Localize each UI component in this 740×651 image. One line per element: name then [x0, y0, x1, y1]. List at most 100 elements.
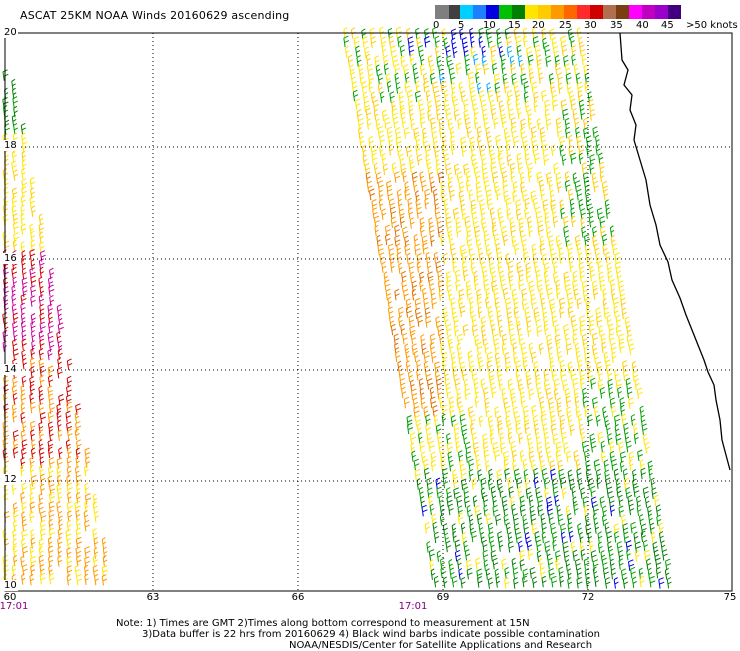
wind-barb: [532, 576, 538, 588]
wind-barb: [614, 369, 619, 381]
wind-barb: [524, 100, 530, 113]
wind-barb: [427, 100, 433, 113]
wind-barb: [463, 495, 470, 508]
wind-barb: [393, 333, 400, 345]
wind-barb: [448, 62, 455, 75]
lat-label: 20: [3, 27, 18, 38]
wind-barb: [92, 564, 99, 577]
wind-barb: [613, 468, 619, 481]
wind-barb: [447, 180, 453, 193]
wind-barb: [503, 397, 509, 409]
wind-barb: [12, 545, 18, 558]
wind-barb: [530, 459, 537, 472]
wind-barb: [47, 439, 54, 451]
wind-barb: [420, 180, 427, 192]
wind-barb: [502, 234, 509, 246]
wind-barb: [457, 505, 463, 517]
wind-barb: [571, 54, 576, 66]
wind-barb: [438, 441, 444, 453]
wind-barb: [487, 415, 494, 427]
wind-barb: [596, 207, 603, 220]
wind-barb: [640, 467, 646, 480]
wind-barb: [381, 261, 387, 273]
wind-barb: [636, 387, 643, 399]
wind-barb: [599, 386, 606, 399]
wind-barb: [432, 521, 438, 534]
wind-barb: [404, 188, 411, 201]
wind-barb: [30, 239, 36, 252]
wind-barb: [38, 393, 44, 405]
wind-barb: [413, 72, 419, 84]
wind-barb: [356, 109, 362, 121]
wind-barb: [446, 442, 453, 454]
wind-barb: [519, 225, 524, 238]
wind-barb: [480, 99, 487, 111]
wind-barb: [478, 522, 484, 535]
wind-barb: [513, 577, 519, 589]
wind-barb: [466, 559, 472, 571]
wind-barb: [574, 180, 581, 192]
wind-barb: [466, 225, 472, 238]
wind-barb: [47, 446, 54, 459]
wind-barb: [644, 441, 651, 454]
wind-barb: [414, 468, 421, 481]
wind-barb: [379, 134, 385, 147]
wind-barb: [666, 577, 672, 589]
wind-barb: [503, 514, 509, 526]
wind-barb: [480, 261, 486, 273]
wind-barb: [39, 338, 45, 351]
wind-barb: [449, 567, 455, 579]
colorbar-segment: [629, 5, 642, 19]
wind-barb: [494, 352, 500, 364]
wind-barb: [561, 431, 567, 444]
wind-barb: [523, 35, 528, 48]
wind-barb: [488, 531, 494, 544]
wind-barb: [84, 573, 89, 586]
lat-lon-grid: [5, 33, 732, 591]
colorbar-segment: [668, 5, 681, 19]
wind-barb: [38, 502, 44, 514]
wind-barb: [474, 505, 481, 517]
wind-barb: [534, 423, 540, 435]
wind-barb: [502, 503, 508, 516]
wind-barb: [39, 312, 45, 325]
wind-barb: [592, 235, 598, 247]
wind-barb: [563, 216, 569, 228]
wind-barb: [40, 528, 46, 540]
wind-barb: [425, 414, 431, 426]
wind-barb: [633, 531, 639, 543]
wind-barb: [579, 315, 586, 327]
wind-barb: [581, 280, 588, 292]
wind-barb: [499, 162, 506, 175]
wind-barb: [510, 117, 517, 129]
wind-barb: [482, 539, 488, 552]
wind-barb: [48, 500, 55, 513]
wind-barb: [530, 297, 537, 310]
colorbar-labels: 0 5 10 15 20 25 30 35 40 45 >50 knots: [433, 20, 740, 34]
wind-barb: [545, 387, 552, 399]
wind-barb: [567, 512, 572, 525]
wind-barb: [492, 495, 497, 507]
wind-barb: [496, 469, 503, 481]
wind-barb: [543, 323, 549, 336]
wind-barb: [446, 432, 451, 445]
wind-barb: [432, 136, 439, 148]
wind-barb: [492, 557, 499, 570]
wind-barb: [455, 216, 461, 229]
wind-barb: [604, 522, 610, 534]
wind-barb: [511, 503, 516, 516]
wind-barb: [587, 478, 594, 490]
wind-barb: [522, 405, 529, 417]
wind-barb: [509, 217, 515, 229]
wind-barb: [550, 144, 556, 157]
wind-barb: [456, 396, 463, 409]
wind-barb: [618, 341, 625, 354]
wind-barb: [565, 126, 571, 139]
wind-barb: [601, 341, 607, 354]
wind-barb: [593, 180, 599, 193]
wind-barb: [20, 293, 27, 306]
wind-barb: [652, 541, 658, 553]
wind-barb: [420, 334, 426, 346]
wind-barb: [460, 424, 468, 436]
